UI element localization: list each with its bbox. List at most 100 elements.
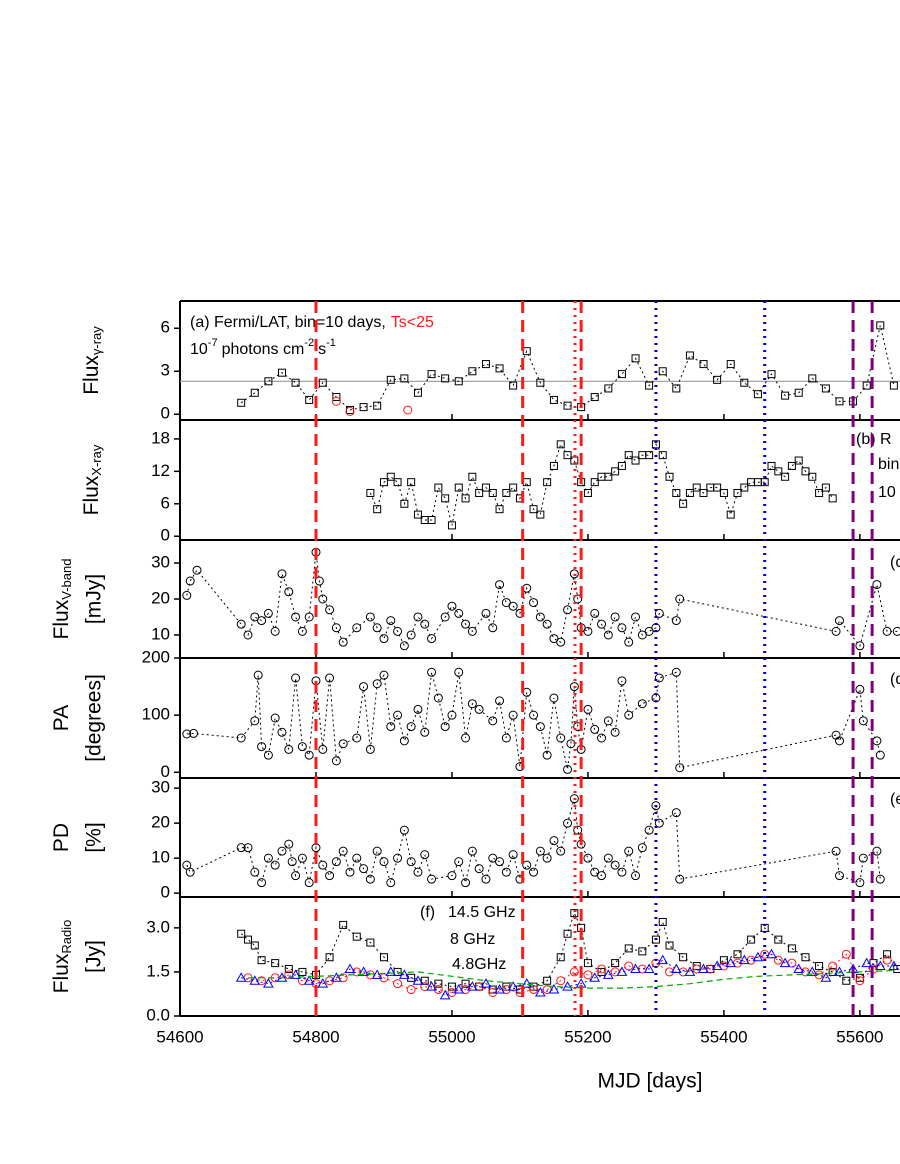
data-point (182, 860, 192, 870)
y-tick-label: 3.0 (146, 917, 170, 936)
data-point (393, 710, 403, 720)
series-line (186, 552, 898, 647)
data-point (253, 670, 263, 680)
data-point (441, 494, 450, 503)
data-point (630, 963, 641, 973)
data-point (420, 727, 430, 737)
y-tick-label: 0.0 (146, 1005, 170, 1024)
data-point (872, 736, 882, 746)
data-point (631, 612, 641, 622)
data-point (379, 478, 388, 487)
data-point (665, 941, 674, 950)
data-point (291, 673, 301, 683)
data-point (453, 984, 465, 994)
data-point (643, 963, 655, 973)
y-axis-title: FluxV-band (50, 559, 75, 640)
data-point (331, 972, 342, 982)
data-point (610, 727, 620, 737)
data-point (365, 612, 375, 622)
data-point (671, 808, 681, 818)
data-point (420, 976, 429, 985)
data-point (793, 963, 805, 973)
data-point (563, 401, 572, 410)
data-point (386, 722, 396, 732)
data-point (589, 972, 601, 982)
data-point (781, 472, 790, 481)
data-point (711, 960, 723, 971)
data-point (480, 978, 492, 988)
data-point (889, 381, 898, 390)
data-point (297, 626, 307, 636)
data-point (529, 867, 539, 877)
data-point (495, 857, 505, 867)
data-point (597, 733, 607, 743)
units-exp: -7 (208, 337, 218, 349)
data-point (331, 623, 341, 633)
data-point (658, 917, 667, 926)
series-line (240, 325, 895, 411)
data-point (583, 488, 592, 497)
data-point (508, 850, 518, 860)
y-tick-label: 20 (151, 588, 170, 607)
data-point (644, 626, 654, 636)
data-point (603, 630, 613, 640)
data-point (427, 667, 437, 677)
data-point (454, 667, 464, 677)
data-point (236, 733, 246, 743)
y-tick-label: 12 (151, 461, 170, 480)
data-point (617, 867, 627, 877)
data-point (779, 957, 791, 968)
data-point (590, 608, 600, 618)
data-point (403, 405, 413, 415)
units: 10-7 photons cm-2 s-1 (190, 337, 336, 358)
y-axis-title-main: PD (50, 823, 73, 852)
data-point (236, 843, 246, 853)
data-point (787, 944, 796, 953)
data-point (399, 825, 409, 835)
data-point (290, 969, 301, 979)
annotation: (e (890, 791, 900, 808)
data-point (654, 608, 664, 618)
data-point (359, 864, 369, 874)
data-point (447, 710, 457, 720)
panel: 0 100 200 PA [degrees] (d (50, 647, 900, 781)
data-point (672, 488, 681, 497)
data-point (352, 733, 362, 743)
data-point (501, 867, 511, 877)
y-tick-label: 30 (151, 553, 170, 572)
data-point (603, 853, 613, 863)
data-point (862, 381, 871, 390)
data-point (835, 397, 844, 406)
data-point (597, 967, 606, 976)
data-point (182, 729, 192, 739)
data-point (665, 472, 674, 481)
data-point (543, 478, 552, 487)
data-point (509, 381, 518, 390)
x-tick-label: 55000 (428, 1027, 475, 1046)
x-tick-label: 55600 (836, 1027, 883, 1046)
data-point (271, 959, 280, 968)
data-point (185, 576, 195, 586)
data-point (270, 860, 280, 870)
data-point (399, 736, 409, 746)
y-axis-title-line2: [Jy] (83, 940, 106, 973)
data-point (699, 360, 708, 369)
data-point (305, 395, 314, 404)
data-point (658, 451, 667, 460)
data-point (548, 984, 560, 994)
data-point (250, 388, 259, 397)
data-point (495, 696, 505, 706)
data-point (522, 860, 532, 870)
data-point (502, 488, 511, 497)
data-point (583, 853, 593, 863)
annotation: bin (878, 456, 899, 473)
data-point (828, 494, 837, 503)
data-point (875, 750, 885, 760)
y-axis-title-sub: V-band (59, 559, 74, 600)
data-point (454, 608, 464, 618)
data-point (488, 716, 498, 726)
data-point (767, 461, 776, 470)
data-point (440, 612, 450, 622)
data-point (358, 966, 369, 976)
units-exp: -1 (326, 337, 336, 349)
